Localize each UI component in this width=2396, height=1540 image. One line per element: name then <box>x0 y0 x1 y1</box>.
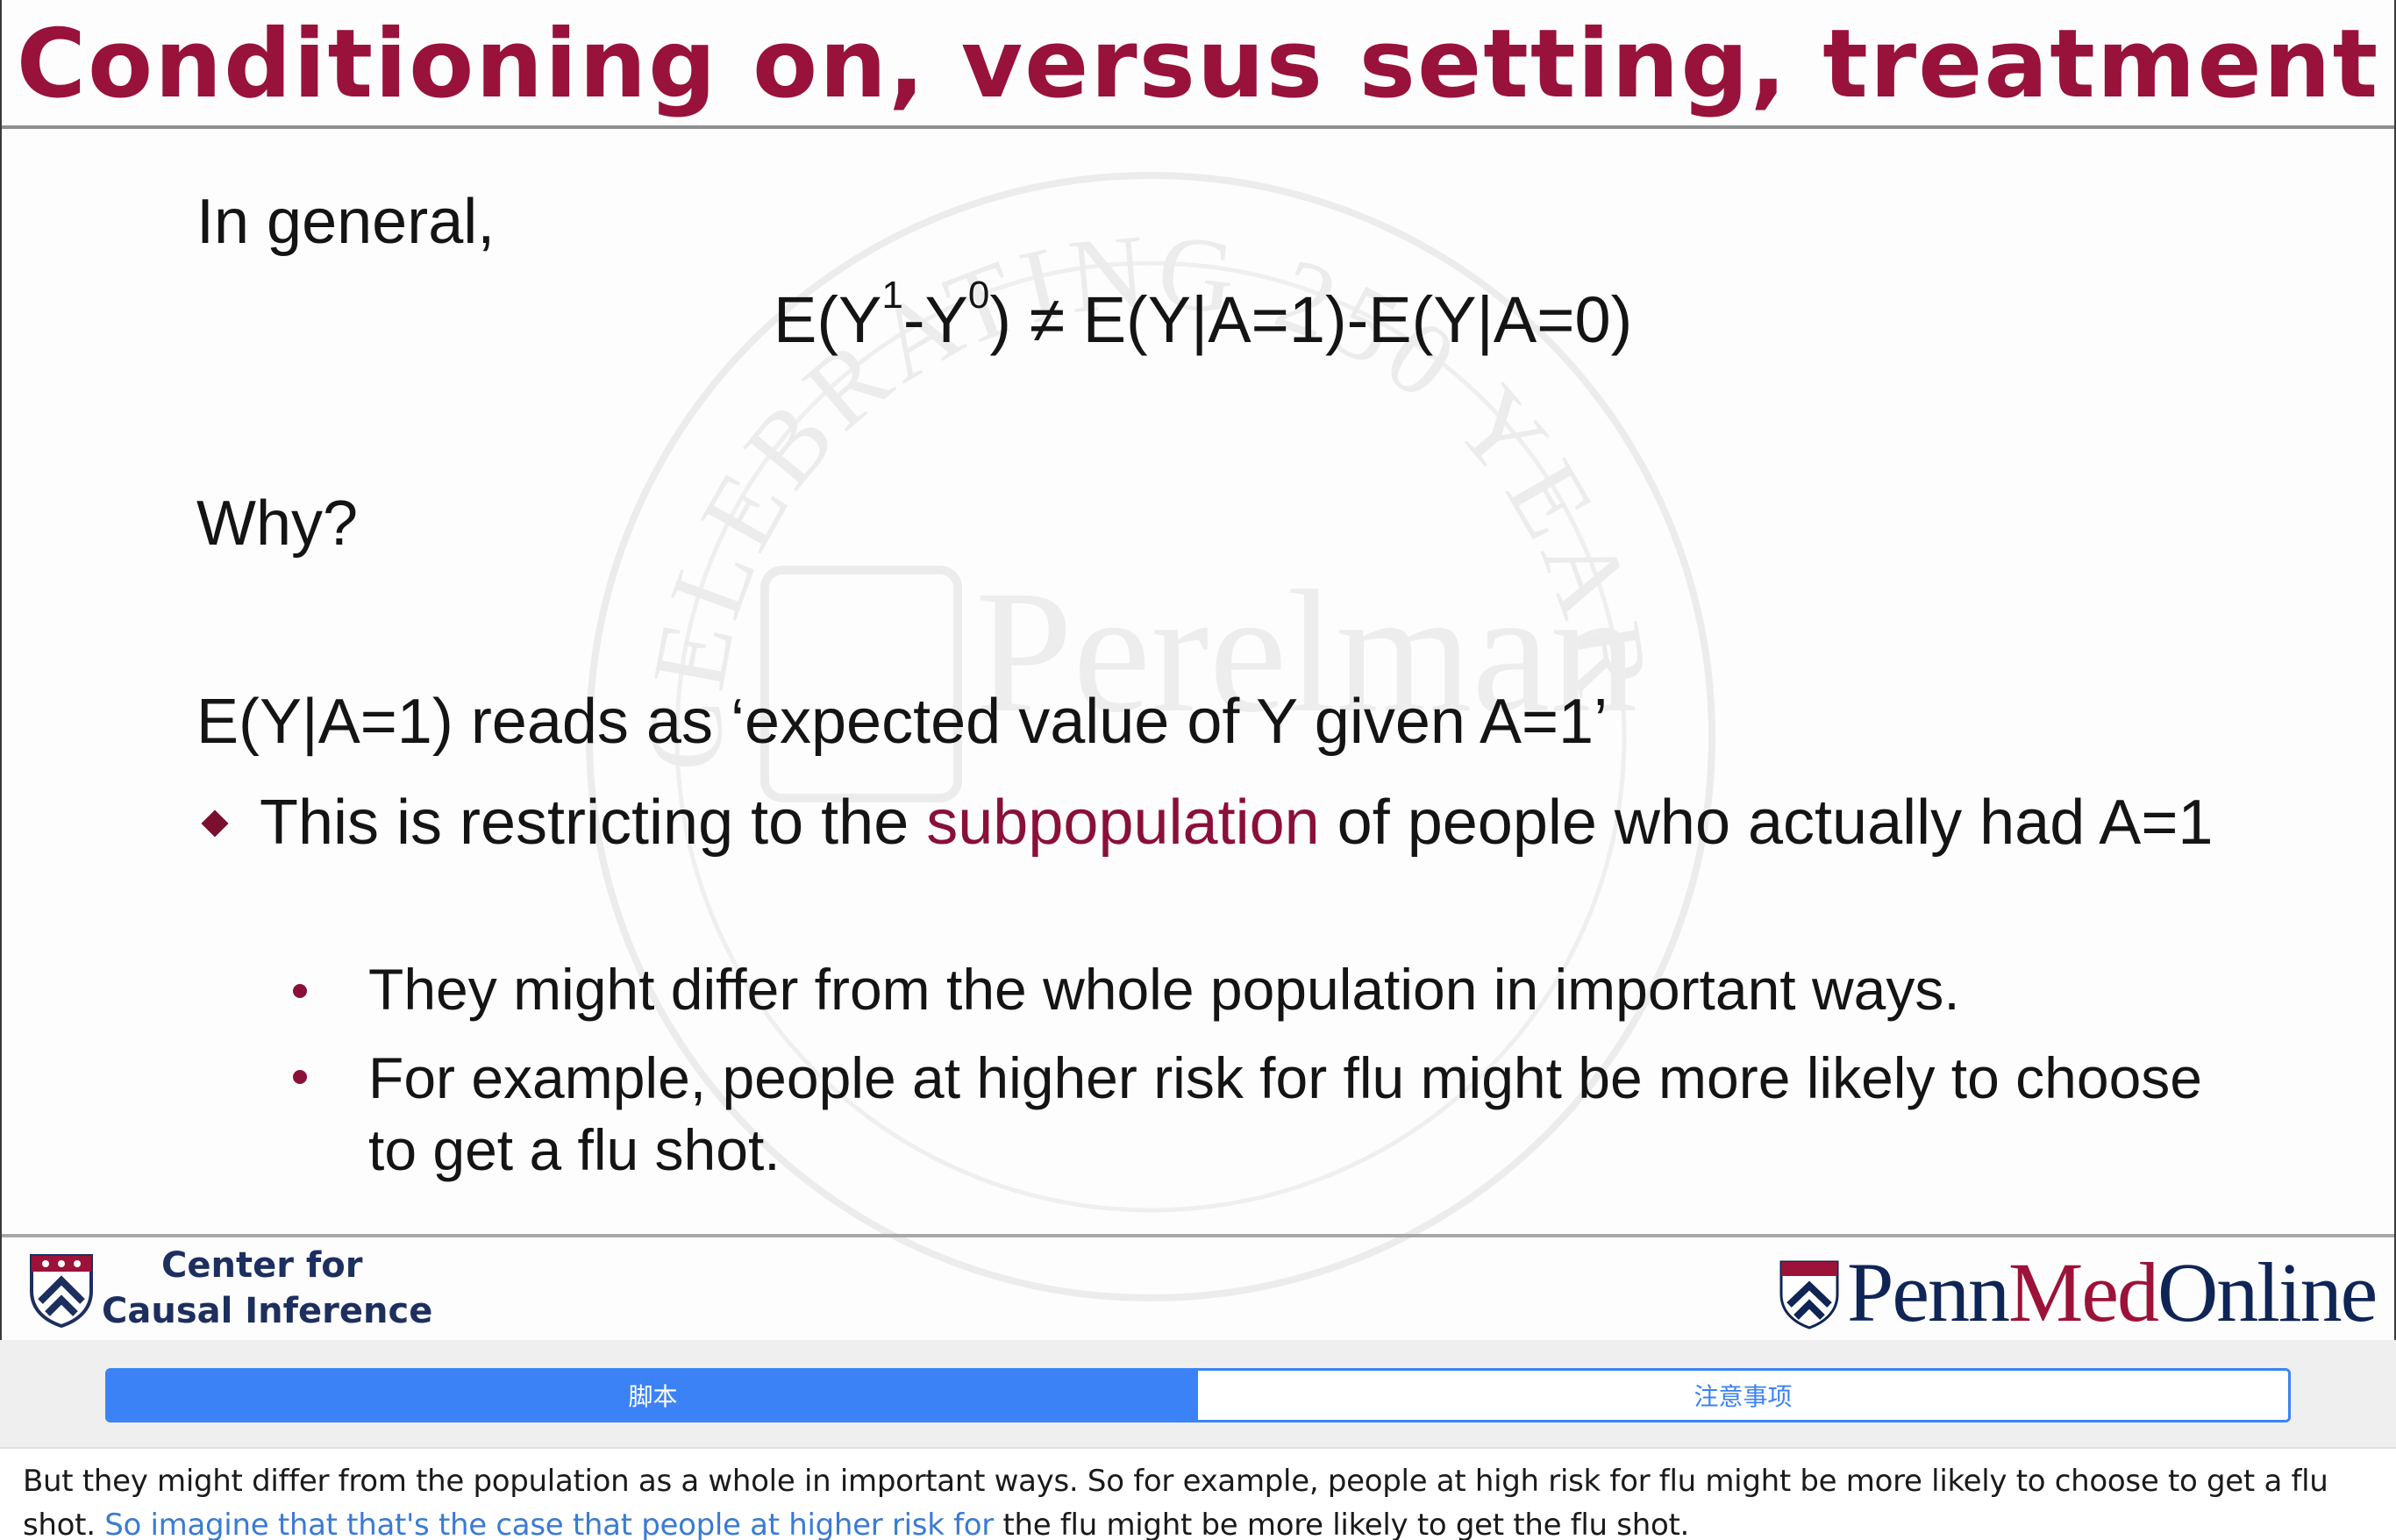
transcript-past[interactable]: But they might differ from the populatio… <box>23 1464 2328 1540</box>
highlight-subpopulation: subpopulation <box>926 788 1320 858</box>
transcript-panel[interactable]: But they might differ from the populatio… <box>0 1447 2396 1540</box>
round-bullet-icon <box>293 1070 307 1084</box>
svg-text:CELEBRATING 250 YEARS: CELEBRATING 250 YEARS <box>546 132 1673 771</box>
slide-sub-bullet: For example, people at higher risk for f… <box>368 1045 2202 1182</box>
slide-text-reads-as: E(Y|A=1) reads as ‘expected value of Y g… <box>196 687 1608 757</box>
transcript-tab-bar: 脚本 注意事项 <box>0 1340 2396 1447</box>
footer-divider <box>2 1234 2394 1237</box>
transcript-upcoming[interactable]: the flu might be more likely to get the … <box>993 1508 1690 1540</box>
tab-script[interactable]: 脚本 <box>108 1371 1198 1420</box>
slide-text-why: Why? <box>196 488 359 559</box>
tab-notes[interactable]: 注意事项 <box>1198 1371 2288 1420</box>
slide-title: Conditioning on, versus setting, treatme… <box>16 9 2380 119</box>
title-divider <box>2 125 2394 129</box>
slide-text-in-general: In general, <box>196 187 496 257</box>
pennmedonline-logo: PennMedOnline <box>1847 1245 2378 1339</box>
round-bullet-icon <box>293 984 307 998</box>
cci-logo-line2: Causal Inference <box>102 1291 433 1331</box>
diamond-bullet-icon <box>201 809 229 838</box>
transcript-text: But they might differ from the populatio… <box>23 1459 2373 1540</box>
cci-logo-line1: Center for <box>161 1245 363 1286</box>
lecture-video-frame[interactable]: CELEBRATING 250 YEARS Perelman Condition… <box>0 0 2396 1340</box>
transcript-current-segment[interactable]: So imagine that that's the case that peo… <box>104 1508 994 1540</box>
slide-bullet-subpopulation: This is restricting to the subpopulation… <box>260 788 2214 858</box>
segmented-tabs: 脚本 注意事项 <box>105 1368 2291 1422</box>
slide-equation: E(Y1-Y0) ≠ E(Y|A=1)-E(Y|A=0) <box>774 274 1633 356</box>
penn-shield-icon <box>30 1254 93 1328</box>
slide-sub-bullet: They might differ from the whole populat… <box>368 957 1960 1022</box>
penn-shield-icon <box>1779 1260 1839 1330</box>
